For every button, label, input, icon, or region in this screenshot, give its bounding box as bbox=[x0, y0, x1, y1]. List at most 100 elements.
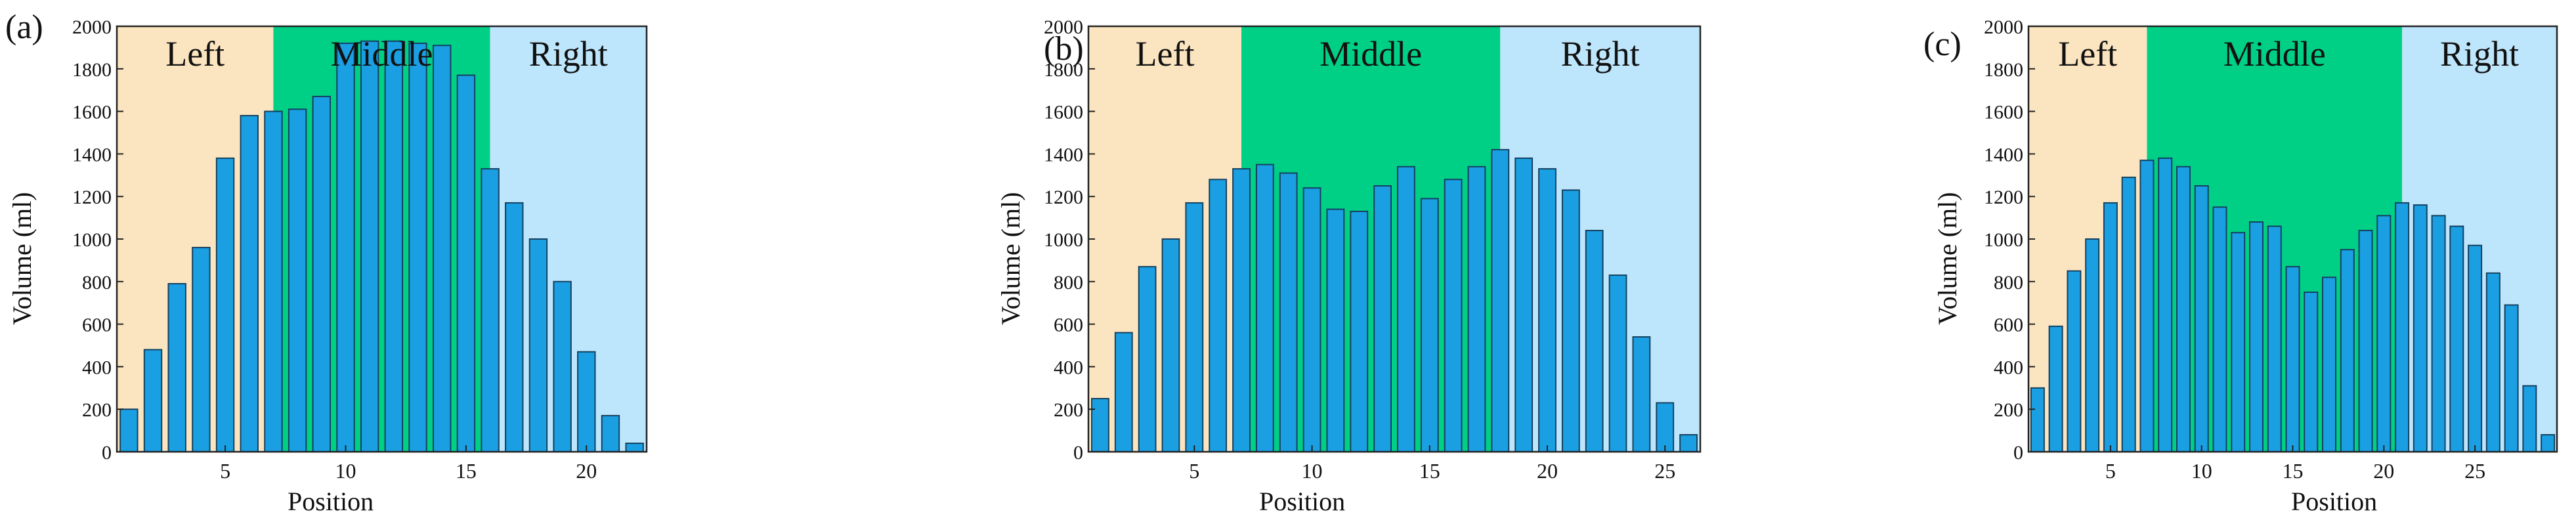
bar-a-9 bbox=[312, 95, 332, 453]
bar-a-6 bbox=[240, 115, 259, 453]
y-tick-label: 0 bbox=[2013, 442, 2023, 464]
y-tick-label: 1200 bbox=[72, 186, 112, 208]
bar-a-22 bbox=[625, 443, 644, 452]
bar-b-24 bbox=[1632, 336, 1651, 452]
bar-b-25 bbox=[1656, 402, 1675, 452]
bar-b-13 bbox=[1373, 185, 1392, 452]
bar-b-21 bbox=[1561, 189, 1580, 452]
x-axis-label-a: Position bbox=[288, 487, 374, 516]
bar-c-25 bbox=[2468, 244, 2483, 452]
x-tick-label: 25 bbox=[2464, 459, 2485, 483]
region-label-right: Right bbox=[1561, 34, 1640, 74]
bar-b-4 bbox=[1161, 238, 1180, 452]
y-tick-label: 800 bbox=[82, 272, 112, 294]
bar-c-29 bbox=[2541, 434, 2556, 453]
region-label-left: Left bbox=[165, 34, 225, 74]
x-tick-label: 20 bbox=[1537, 459, 1558, 483]
panel-label-a: (a) bbox=[5, 9, 43, 46]
y-tick-label: 1000 bbox=[72, 229, 112, 251]
y-tick-label: 1800 bbox=[1984, 59, 2023, 81]
y-tick-label: 1600 bbox=[1044, 102, 1083, 123]
bar-c-14 bbox=[2267, 225, 2282, 452]
y-tick-label: 2000 bbox=[72, 16, 112, 38]
chart-svg-c: Left Middle Right 0 200 400 600 800 1000 1200 1400… bbox=[1984, 16, 2558, 483]
x-axis-label-b: Position bbox=[1259, 487, 1346, 516]
panel-label-c: (c) bbox=[1923, 26, 1962, 63]
x-tick-label: 25 bbox=[1654, 459, 1675, 483]
y-tick-label: 200 bbox=[82, 399, 112, 421]
bar-b-9 bbox=[1279, 172, 1298, 452]
bar-a-7 bbox=[264, 110, 283, 453]
y-tick-label: 1600 bbox=[72, 102, 112, 123]
bar-a-13 bbox=[408, 42, 427, 453]
bar-b-22 bbox=[1585, 230, 1604, 452]
bar-a-11 bbox=[360, 40, 379, 453]
bar-b-14 bbox=[1397, 165, 1415, 452]
bar-b-20 bbox=[1538, 168, 1556, 452]
bar-b-5 bbox=[1185, 202, 1204, 452]
y-tick-label: 1800 bbox=[1044, 59, 1083, 81]
bar-c-17 bbox=[2322, 276, 2337, 452]
bar-a-15 bbox=[456, 74, 476, 452]
region-label-right: Right bbox=[2440, 34, 2519, 74]
region-label-middle: Middle bbox=[2223, 34, 2326, 74]
y-tick-label: 400 bbox=[1994, 357, 2023, 378]
y-tick-label: 200 bbox=[1054, 399, 1083, 421]
x-tick-label: 15 bbox=[2283, 459, 2304, 483]
bar-c-12 bbox=[2231, 232, 2246, 452]
bar-b-19 bbox=[1514, 157, 1534, 452]
y-tick-label: 400 bbox=[82, 357, 112, 378]
chart-svg-b: Left Middle Right 0 200 400 600 800 1000 1200 1400… bbox=[1044, 16, 1702, 483]
y-tick-label: 1200 bbox=[1044, 186, 1083, 208]
bar-c-18 bbox=[2340, 249, 2355, 452]
region-label-middle: Middle bbox=[331, 34, 433, 74]
bar-c-28 bbox=[2522, 385, 2537, 452]
bar-b-15 bbox=[1420, 198, 1439, 452]
y-tick-label: 1800 bbox=[72, 59, 112, 81]
bar-a-14 bbox=[432, 45, 452, 453]
panel-label-b: (b) bbox=[1044, 30, 1084, 68]
bar-a-5 bbox=[215, 157, 235, 452]
chart-panel-c: (c) Volume (ml) Left Middle Right 0 200 400 60… bbox=[1707, 0, 2560, 526]
chart-panel-b: (b) Volume (ml) Left Middle Right 0 200 400 60… bbox=[853, 0, 1707, 526]
bar-b-11 bbox=[1326, 208, 1345, 452]
y-tick-label: 1200 bbox=[1984, 186, 2023, 208]
bar-a-2 bbox=[143, 349, 163, 452]
y-tick-label: 2000 bbox=[1044, 16, 1083, 38]
y-tick-label: 800 bbox=[1994, 272, 2023, 294]
y-tick-label: 600 bbox=[82, 315, 112, 336]
x-tick-label: 5 bbox=[220, 459, 230, 483]
x-axis-label-c: Position bbox=[2291, 487, 2378, 516]
bar-a-17 bbox=[505, 202, 524, 452]
bar-c-1 bbox=[2030, 387, 2045, 452]
bar-b-8 bbox=[1255, 164, 1274, 452]
bar-a-16 bbox=[481, 168, 500, 452]
bar-c-3 bbox=[2067, 270, 2082, 452]
bar-c-23 bbox=[2431, 215, 2446, 452]
bar-c-27 bbox=[2504, 304, 2519, 452]
bar-b-12 bbox=[1350, 210, 1369, 452]
bar-c-26 bbox=[2485, 272, 2501, 452]
chart-panel-a: (a) Volume (ml) Left Middle Right 0 200 400 60… bbox=[0, 0, 853, 526]
bar-a-21 bbox=[601, 414, 620, 452]
bar-b-10 bbox=[1302, 187, 1321, 452]
bar-b-2 bbox=[1114, 332, 1133, 452]
y-tick-label: 1400 bbox=[72, 144, 112, 165]
region-label-middle: Middle bbox=[1320, 34, 1422, 74]
y-tick-label: 600 bbox=[1054, 315, 1083, 336]
y-tick-label: 1000 bbox=[1044, 229, 1083, 251]
bar-b-26 bbox=[1679, 434, 1698, 453]
bar-a-19 bbox=[553, 280, 572, 452]
y-tick-label: 1600 bbox=[1984, 102, 2023, 123]
y-tick-label: 2000 bbox=[1984, 16, 2023, 38]
bar-a-8 bbox=[288, 108, 307, 453]
x-tick-label: 20 bbox=[2373, 459, 2394, 483]
x-tick-label: 10 bbox=[335, 459, 356, 483]
bar-b-18 bbox=[1491, 148, 1510, 452]
bar-c-4 bbox=[2085, 238, 2100, 452]
bar-b-23 bbox=[1608, 274, 1627, 452]
bar-c-9 bbox=[2176, 165, 2191, 452]
bar-a-20 bbox=[577, 351, 596, 452]
bar-c-6 bbox=[2121, 177, 2136, 452]
bar-c-11 bbox=[2212, 206, 2227, 452]
